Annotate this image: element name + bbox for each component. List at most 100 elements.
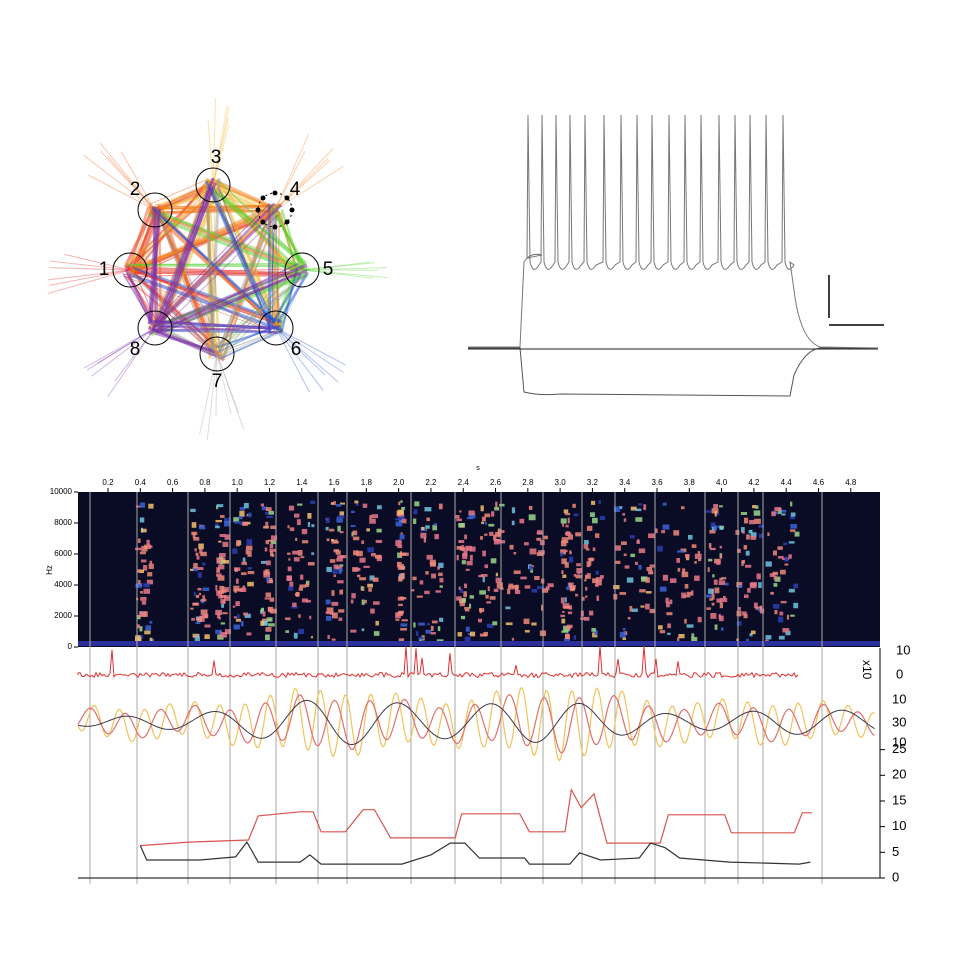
y-tick-label: 2000 xyxy=(54,611,72,620)
spectrogram-cell xyxy=(756,573,761,580)
spectrogram-cell xyxy=(336,516,343,523)
y-tick-label: 10000 xyxy=(50,487,73,496)
spectrogram-cell xyxy=(486,601,492,604)
spectrogram-cell xyxy=(770,591,774,595)
spectrogram-cell xyxy=(459,588,463,594)
spectrogram-cell xyxy=(777,546,783,550)
spectrogram-cell xyxy=(750,535,757,540)
spectrogram-cell xyxy=(220,594,227,599)
spectrogram-cell xyxy=(565,531,571,537)
spectrogram-cell xyxy=(708,588,714,594)
spectrogram-cell xyxy=(338,609,345,613)
spectrogram-cell xyxy=(568,534,573,540)
fan xyxy=(275,327,326,376)
spectrogram-cell xyxy=(143,588,151,594)
y-tick-label: 6000 xyxy=(54,549,72,558)
spectrogram-cell xyxy=(743,545,748,550)
connection xyxy=(161,263,308,327)
spectrogram-cell xyxy=(291,606,298,609)
spectrogram-cell xyxy=(413,509,418,515)
spectrogram-cell xyxy=(719,577,723,581)
y-axis-label: Hz xyxy=(45,565,54,575)
spectrogram-cell xyxy=(619,631,626,638)
spectrogram-cell xyxy=(326,607,334,614)
spectrogram-cell xyxy=(430,625,434,631)
spectrogram-cell xyxy=(781,513,786,516)
spectrogram-cell xyxy=(192,532,196,539)
fan xyxy=(301,269,389,279)
fan xyxy=(275,327,344,373)
spectrogram-cell xyxy=(629,535,635,539)
spectrogram-cell xyxy=(337,580,344,584)
spectrogram-cell xyxy=(588,610,594,616)
spectrogram-cell xyxy=(716,598,722,603)
spectrogram-cell xyxy=(464,534,468,540)
fan xyxy=(99,142,156,211)
spectrogram-cell xyxy=(397,611,404,615)
spectrogram-cell xyxy=(245,549,249,555)
spectrogram-cell xyxy=(401,619,408,622)
spectrogram-cell xyxy=(401,506,406,510)
spectrogram-cell xyxy=(709,547,716,551)
spectrogram-cell xyxy=(138,579,141,586)
spectrogram-cell xyxy=(528,505,533,510)
spectrogram-cell xyxy=(590,512,595,517)
spectrogram-cell xyxy=(712,574,715,578)
spectrogram-cell xyxy=(698,558,702,562)
spectrogram-cell xyxy=(136,624,140,629)
oscillation xyxy=(77,694,875,754)
spectrogram-cell xyxy=(235,601,240,607)
spectrogram-cell xyxy=(686,624,694,628)
spectrogram-cell xyxy=(622,627,626,631)
spectrogram-cell xyxy=(584,616,590,621)
spectrogram-cell xyxy=(645,577,650,583)
spectrogram-cell xyxy=(241,572,247,576)
fan xyxy=(274,160,330,211)
spectrogram-cell xyxy=(135,505,141,508)
spectrogram-cell xyxy=(773,583,778,587)
spectrogram-cell xyxy=(216,612,221,619)
spectrogram-cell xyxy=(418,622,425,626)
spectrogram-cell xyxy=(354,500,359,504)
spectrogram-cell xyxy=(782,628,790,633)
spectrogram-cell xyxy=(493,539,500,545)
spectrogram-cell xyxy=(330,502,334,505)
spectrogram-cell xyxy=(398,603,403,607)
spectrogram-cell xyxy=(329,528,335,532)
spectrogram-cell xyxy=(215,525,220,529)
spectrogram-cell xyxy=(427,622,430,626)
spectrogram-cell xyxy=(397,544,403,549)
spectrogram-cell xyxy=(296,592,299,597)
spectrogram-cell xyxy=(662,574,669,581)
node-label: 5 xyxy=(323,259,334,280)
spectrogram-cell xyxy=(202,562,206,566)
spectrogram-cell xyxy=(461,560,466,565)
spectrogram-cell xyxy=(216,573,222,577)
spectrogram-cell xyxy=(613,506,621,513)
connection xyxy=(150,274,306,336)
spectrogram-cell xyxy=(774,507,782,512)
spectrogram-cell xyxy=(359,577,367,581)
spectrogram-cell xyxy=(357,574,361,578)
spectrogram-cell xyxy=(235,521,239,524)
spectrogram-cell xyxy=(464,609,470,612)
fan xyxy=(49,269,131,286)
spectrogram-cell xyxy=(221,587,229,593)
spectrogram-cell xyxy=(595,533,600,538)
spectrogram-cell xyxy=(354,567,361,571)
spectrogram-cell xyxy=(592,517,598,524)
spectrogram-cell xyxy=(191,617,195,621)
trace-unit: x10 xyxy=(860,660,874,680)
spectrogram-cell xyxy=(662,502,667,506)
spectrogram-cell xyxy=(493,588,499,592)
spectrogram-cell xyxy=(563,509,569,514)
spectrogram-cell xyxy=(224,629,232,635)
spectrogram-cell xyxy=(480,574,488,577)
fan xyxy=(215,353,218,417)
spectrogram-cell xyxy=(711,508,719,514)
spectrogram-cell xyxy=(705,510,712,513)
node-dot xyxy=(260,219,266,225)
spectrogram-cell xyxy=(350,525,356,528)
spectrogram-cell xyxy=(397,509,404,515)
spectrogram-cell xyxy=(331,539,334,542)
